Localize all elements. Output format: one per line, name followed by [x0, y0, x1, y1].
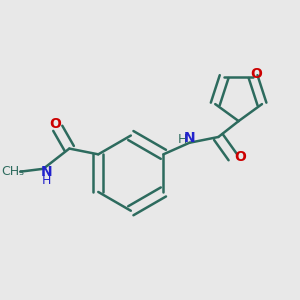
Text: O: O: [234, 150, 246, 164]
Text: CH₃: CH₃: [2, 165, 25, 178]
Text: O: O: [250, 67, 262, 81]
Text: N: N: [40, 165, 52, 179]
Text: O: O: [49, 117, 61, 131]
Text: H: H: [178, 134, 187, 146]
Text: H: H: [41, 174, 51, 187]
Text: N: N: [184, 131, 195, 146]
